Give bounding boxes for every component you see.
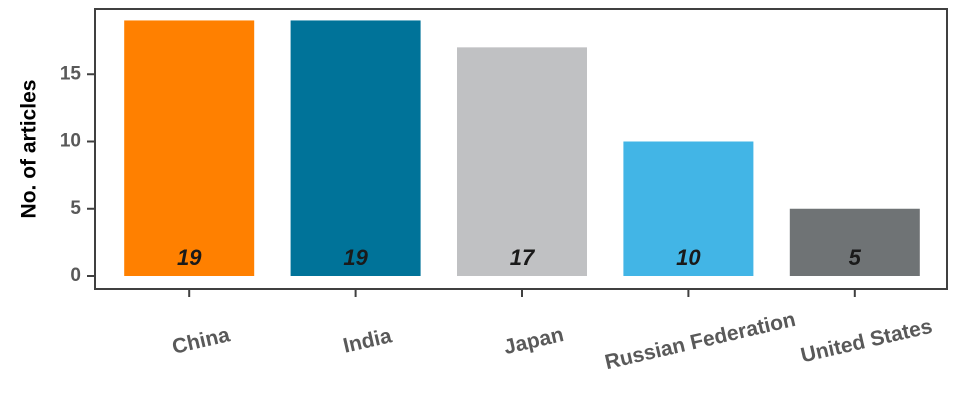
bars <box>124 20 920 277</box>
bar <box>457 47 587 276</box>
x-tick-label: Russian Federation <box>603 308 798 374</box>
data-label: 10 <box>676 245 701 270</box>
data-label: 19 <box>177 245 202 270</box>
data-label: 19 <box>343 245 368 270</box>
x-tick-label: India <box>341 324 394 358</box>
data-labels: 19 19 17 10 5 <box>177 245 862 270</box>
x-tick-label: China <box>170 323 232 359</box>
bar <box>623 141 754 276</box>
bar <box>124 20 255 277</box>
y-axis-title: No. of articles <box>18 80 41 219</box>
y-axis: 0 5 10 15 <box>60 63 95 286</box>
data-label: 17 <box>510 245 536 270</box>
y-tick-label: 15 <box>60 63 82 84</box>
bar <box>290 20 421 277</box>
bar <box>789 208 920 276</box>
y-tick-label: 10 <box>60 131 81 152</box>
x-tick-label: United States <box>799 315 935 368</box>
x-axis: China India Japan Russian Federation United … <box>170 289 935 374</box>
y-tick-label: 0 <box>70 265 81 286</box>
data-label: 5 <box>849 245 862 270</box>
x-tick-label: Japan <box>502 323 566 359</box>
y-tick-label: 5 <box>70 198 81 219</box>
